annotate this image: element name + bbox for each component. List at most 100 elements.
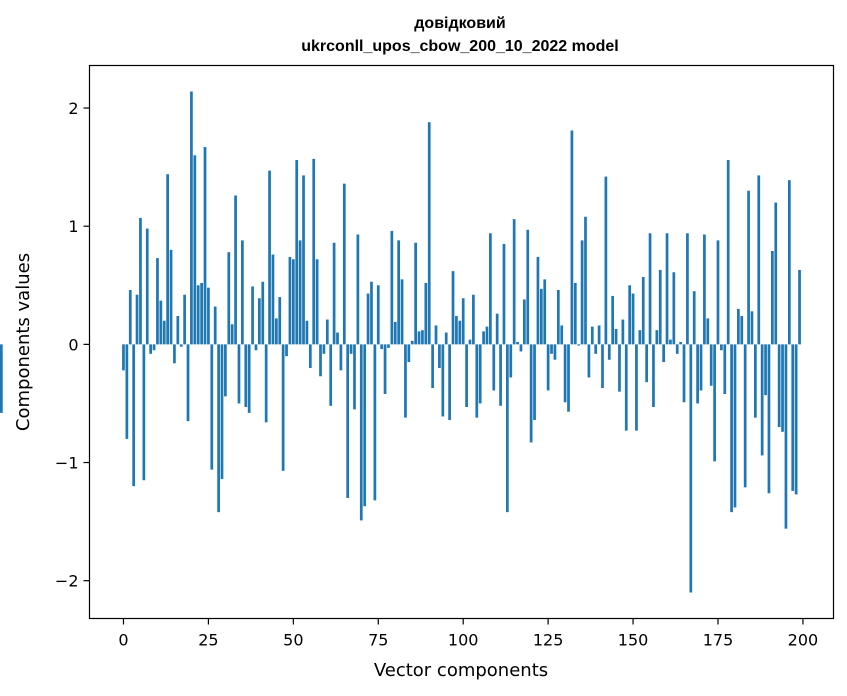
bar	[414, 242, 417, 345]
bar	[370, 281, 373, 345]
bar	[631, 293, 635, 345]
bar	[383, 344, 387, 394]
bar	[312, 158, 316, 345]
bar	[176, 316, 180, 345]
bar	[302, 175, 305, 345]
bar	[635, 344, 638, 431]
x-axis-ticks: 0 25 50 75 100 125 150 175 200	[118, 618, 819, 650]
bar	[482, 331, 485, 345]
x-tick-label: 200	[788, 631, 819, 650]
bar	[441, 344, 445, 417]
bar	[465, 344, 468, 407]
bar	[376, 285, 380, 345]
bar	[475, 344, 479, 418]
bar	[156, 258, 159, 345]
bar	[641, 277, 645, 345]
bar	[353, 344, 356, 410]
bar	[373, 344, 377, 501]
bar	[162, 320, 166, 345]
bar	[142, 344, 146, 481]
bar	[696, 344, 699, 404]
bar	[699, 344, 703, 391]
bar	[0, 344, 3, 413]
bar	[308, 344, 312, 368]
bar	[217, 344, 220, 513]
bar	[794, 344, 798, 495]
bar	[492, 344, 496, 391]
bar	[662, 344, 665, 363]
bar	[675, 344, 679, 354]
bar	[387, 344, 390, 348]
bar	[319, 344, 322, 377]
bar	[614, 329, 618, 345]
bar	[291, 259, 295, 345]
bar	[132, 344, 136, 487]
bar	[237, 344, 241, 404]
bar	[787, 180, 791, 345]
bar	[618, 344, 621, 392]
bar	[196, 285, 200, 345]
bar	[730, 344, 733, 513]
bar	[512, 219, 516, 345]
bar	[580, 240, 584, 345]
bar	[230, 324, 234, 345]
bar	[322, 344, 326, 354]
bar	[169, 249, 173, 345]
bar	[472, 294, 475, 345]
bar	[754, 344, 757, 418]
bar	[611, 295, 615, 345]
bar	[679, 342, 682, 345]
bar	[247, 344, 251, 413]
bar	[468, 339, 472, 345]
bar	[264, 344, 268, 423]
bar	[346, 344, 350, 498]
bar	[536, 256, 540, 345]
bar	[159, 300, 163, 345]
bar	[750, 311, 754, 345]
bar	[390, 230, 394, 345]
bar	[186, 344, 190, 422]
y-tick-label: −1	[55, 454, 79, 473]
bar	[737, 308, 740, 345]
x-tick-label: 25	[198, 631, 218, 650]
bar	[713, 344, 716, 462]
bar	[533, 344, 536, 420]
bar	[288, 256, 292, 345]
bar	[655, 330, 659, 345]
bar	[421, 330, 424, 345]
bar	[349, 344, 353, 354]
bar	[285, 344, 288, 357]
bar	[509, 344, 513, 378]
x-tick-label: 150	[618, 631, 649, 650]
bar	[686, 233, 689, 345]
bar	[495, 313, 499, 345]
bar	[431, 344, 434, 389]
bar	[404, 344, 407, 418]
bar	[220, 344, 224, 480]
bar	[553, 344, 557, 360]
bar	[703, 234, 706, 345]
bar	[281, 344, 285, 471]
y-tick-label: 1	[68, 217, 78, 236]
bar	[122, 344, 125, 371]
bar	[417, 331, 421, 345]
bar	[227, 252, 231, 345]
bar	[298, 240, 302, 345]
bar	[529, 344, 533, 443]
bar	[332, 242, 336, 345]
bar	[224, 344, 227, 397]
bar	[784, 344, 788, 529]
bar	[770, 251, 774, 345]
bar	[669, 339, 672, 345]
bar	[723, 344, 727, 394]
y-tick-label: −2	[55, 572, 79, 591]
bar	[451, 271, 455, 345]
x-axis-label: Vector components	[374, 660, 548, 681]
bar	[570, 130, 574, 345]
chart-title-line-1: довідковий	[414, 15, 505, 32]
bar	[556, 290, 560, 345]
bar	[546, 344, 550, 391]
bar	[305, 320, 309, 345]
bar	[740, 316, 744, 345]
bar	[173, 344, 176, 364]
